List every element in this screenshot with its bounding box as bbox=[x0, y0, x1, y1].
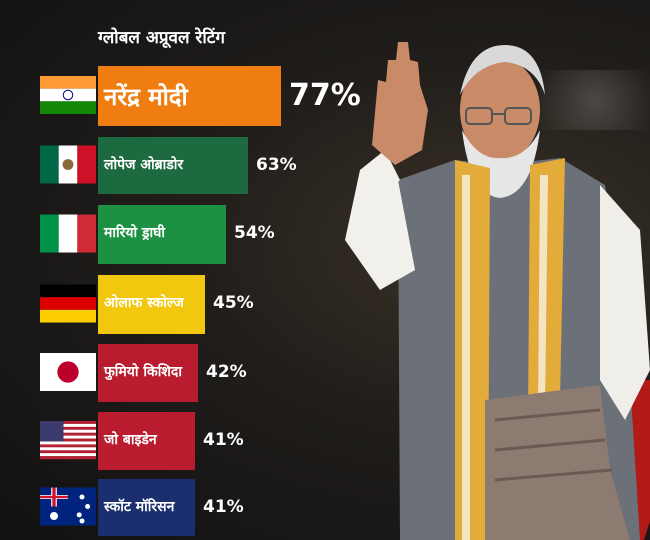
bar-label: जो बाइडेन bbox=[104, 432, 157, 448]
value-label: 63% bbox=[256, 155, 297, 175]
bar bbox=[98, 66, 281, 126]
germany-flag bbox=[40, 284, 96, 323]
bar bbox=[98, 479, 195, 536]
usa-flag bbox=[40, 421, 96, 460]
bar bbox=[98, 412, 195, 470]
value-label: 45% bbox=[213, 293, 254, 313]
bar-label: मारियो ड्राघी bbox=[104, 225, 165, 241]
italy-flag bbox=[40, 214, 96, 253]
chart-title: ग्लोबल अप्रूवल रेटिंग bbox=[98, 28, 225, 48]
bar bbox=[98, 205, 226, 264]
value-label: 77% bbox=[289, 78, 361, 113]
value-label: 54% bbox=[234, 223, 275, 243]
bar bbox=[98, 344, 198, 402]
bar-label: फुमियो किशिदा bbox=[104, 364, 182, 380]
australia-flag bbox=[40, 487, 96, 526]
bar-label: ओलाफ स्कोल्ज bbox=[104, 295, 184, 311]
bar-label: लोपेज ओब्राडोर bbox=[104, 157, 184, 173]
value-label: 41% bbox=[203, 497, 244, 517]
mexico-flag bbox=[40, 145, 96, 184]
bar bbox=[98, 275, 205, 334]
japan-flag bbox=[40, 353, 96, 391]
value-label: 42% bbox=[206, 362, 247, 382]
bar bbox=[98, 137, 248, 194]
value-label: 41% bbox=[203, 430, 244, 450]
bar-label: नरेंद्र मोदी bbox=[104, 83, 188, 111]
bar-label: स्कॉट मॉरिसन bbox=[104, 499, 175, 515]
background-light bbox=[540, 70, 650, 130]
india-flag bbox=[40, 76, 96, 114]
